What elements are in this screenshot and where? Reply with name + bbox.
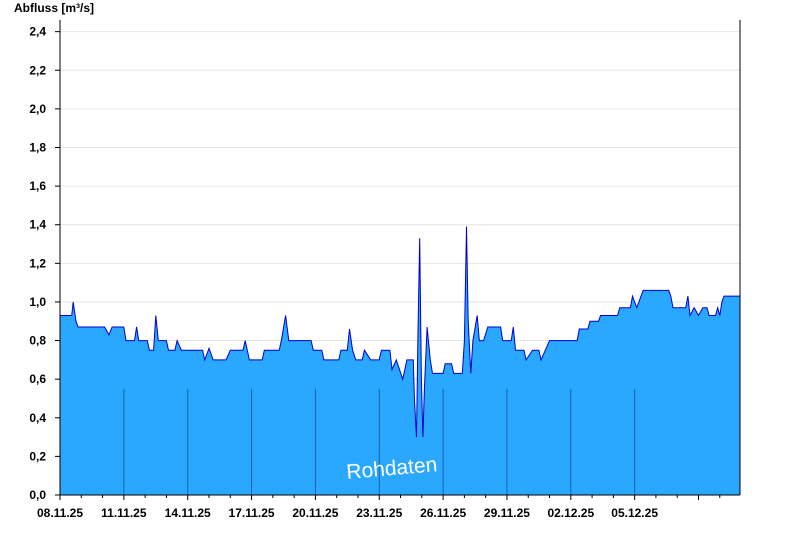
- y-tick-labels: 0,0 0,2 0,4 0,6 0,8 1,0 1,2 1,4 1,6 1,8 2,0 2,2 2,4: [29, 25, 60, 502]
- x-tick-label: 05.12.25: [611, 506, 658, 520]
- x-tick-label: 14.11.25: [165, 506, 211, 520]
- data-series-line: [60, 226, 740, 438]
- y-tick-label: 1,2: [29, 256, 46, 270]
- y-tick-label: 0,0: [29, 488, 46, 502]
- y-tick-label: 2,0: [29, 102, 46, 116]
- data-area: [60, 226, 740, 495]
- day-markers: [123, 388, 636, 495]
- y-tick-label: 2,2: [29, 63, 46, 77]
- x-tick-label: 23.11.25: [356, 506, 402, 520]
- x-tick-label: 02.12.25: [547, 506, 594, 520]
- y-tick-label: 0,8: [29, 334, 46, 348]
- x-tick-label: 26.11.25: [420, 506, 466, 520]
- x-tick-label: 29.11.25: [484, 506, 530, 520]
- chart-title: Abfluss [m³/s]: [14, 1, 95, 15]
- data-area-fill: [60, 226, 740, 495]
- y-tick-label: 1,4: [29, 218, 46, 232]
- y-tick-label: 1,8: [29, 140, 46, 154]
- y-tick-label: 0,4: [29, 411, 46, 425]
- y-tick-label: 0,2: [29, 449, 46, 463]
- x-tick-label: 17.11.25: [229, 506, 275, 520]
- axes: [59, 20, 741, 500]
- y-tick-label: 0,6: [29, 372, 46, 386]
- y-tick-label: 1,0: [29, 295, 46, 309]
- x-tick-label: 20.11.25: [292, 506, 338, 520]
- x-tick-labels: 08.11.25 11.11.25 14.11.25 17.11.25 20.11.25…: [37, 506, 658, 520]
- y-tick-label: 2,4: [29, 25, 46, 39]
- x-tick-label: 11.11.25: [101, 506, 147, 520]
- y-tick-label: 1,6: [29, 179, 46, 193]
- x-tick-label: 08.11.25: [37, 506, 83, 520]
